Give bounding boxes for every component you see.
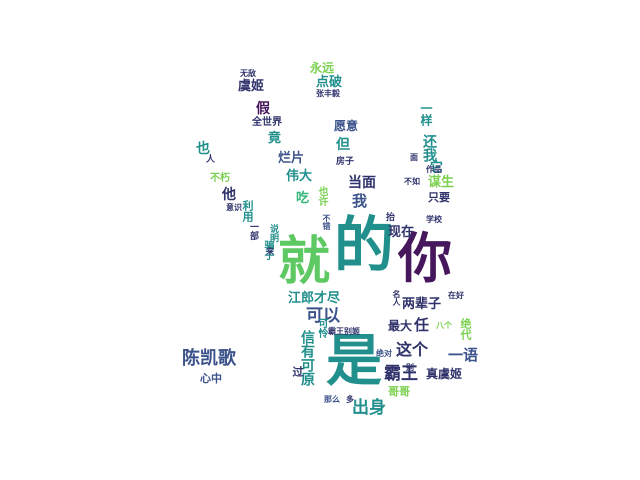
word-jiang-lang: 江郎才尽 xyxy=(288,291,341,306)
word-pian-zi: 骗子 xyxy=(262,240,273,260)
word-zai-hao: 在好 xyxy=(448,291,464,300)
word-ye: 也 xyxy=(196,141,210,157)
word-zhi-ming: 信有可原 xyxy=(299,330,315,386)
word-xin-zhong: 心中 xyxy=(200,372,222,385)
word-yi-yang: 一样 xyxy=(419,102,433,126)
word-ta2: 它 xyxy=(427,160,442,173)
word-bie: 别 xyxy=(406,363,414,372)
word-zui-da: 最大 xyxy=(388,319,413,333)
word-chu-shen: 出身 xyxy=(352,398,386,418)
word-ke-lian: 可怜 xyxy=(316,318,327,338)
word-dan: 但 xyxy=(336,137,350,153)
word-ren: 人 xyxy=(206,155,216,165)
word-ni: 你 xyxy=(398,227,452,290)
word-wei-da: 伟大 xyxy=(286,169,313,184)
word-li-yong: 利用 xyxy=(241,200,254,222)
word-huan-jing: 还我 xyxy=(421,134,437,162)
word-fang-zi: 房子 xyxy=(336,157,355,167)
word-jiang-zhe: 张丰毅 xyxy=(316,89,340,98)
word-yong-yuan: 永远 xyxy=(310,61,335,75)
word-ye-xu: 也许 xyxy=(316,186,327,206)
word-zuo-pin: 作品 xyxy=(426,165,442,174)
word-xian-zai: 现在 xyxy=(388,225,415,240)
word-na-me: 那么 xyxy=(324,395,340,404)
word-quan-shi-jie: 全世界 xyxy=(252,117,282,128)
word-shi: 是 xyxy=(326,329,382,394)
word-tai: 抬 xyxy=(386,213,396,223)
word-wu-di: 无敌 xyxy=(240,69,256,78)
word-chi: 吃 xyxy=(296,191,310,206)
word-zhen-yu-ji: 真虞姬 xyxy=(426,367,463,381)
word-mou-sheng: 谋生 xyxy=(428,175,455,190)
word-chen-kai-ge: 陈凯歌 xyxy=(182,348,236,369)
word-ren-he: 任 xyxy=(414,316,430,334)
word-de: 的 xyxy=(334,211,394,281)
word-lai: 来 xyxy=(266,247,274,256)
word-lan-pian: 烂片 xyxy=(278,151,305,166)
word-dian-po: 点破 xyxy=(316,75,343,90)
word-ke-yi: 可以 xyxy=(306,306,340,326)
word-yi-ge: 一部 xyxy=(248,222,258,240)
word-xue-xiao: 学校 xyxy=(426,215,442,224)
word-shuo-ming: 说明 xyxy=(268,224,278,242)
word-zhi-shang: 只要 xyxy=(428,191,450,204)
word-jiu: 就 xyxy=(278,232,331,292)
word-jue-dai: 绝代 xyxy=(459,318,472,340)
word-jing-wu: 不如 xyxy=(404,177,420,186)
word-wo: 我 xyxy=(352,192,368,210)
word-jing: 竟 xyxy=(268,131,282,146)
word-ge-ge: 哥哥 xyxy=(388,385,410,398)
word-ba-wang: 霸王 xyxy=(384,364,418,384)
word-yu-ji: 虞姬 xyxy=(238,79,265,94)
word-ta: 他 xyxy=(222,187,236,203)
word-mian: 面 xyxy=(410,153,418,162)
word-bu-zhi: 不错 xyxy=(322,214,331,230)
word-zhe-ge: 这个 xyxy=(396,340,429,359)
word-ming-ren: 名人 xyxy=(392,290,401,306)
word-liang-bei-zi: 两辈子 xyxy=(402,297,442,312)
word-duo: 多 xyxy=(346,395,354,404)
word-yi-shi: 意识 xyxy=(226,203,242,212)
word-ba-wang-bie-ji: 霸王别姬 xyxy=(328,327,360,336)
word-yuan-yi: 愿意 xyxy=(334,119,359,133)
word-dang-mian: 当面 xyxy=(348,175,376,191)
word-bu-xiu: 不朽 xyxy=(210,173,230,184)
word-ba-ge: 八个 xyxy=(436,321,452,330)
word-hao-ji: 绝对 xyxy=(376,349,392,358)
word-yi-yu: 一语 xyxy=(448,346,479,364)
word-jia: 假 xyxy=(256,101,270,117)
word-guo: 过 xyxy=(291,366,304,377)
